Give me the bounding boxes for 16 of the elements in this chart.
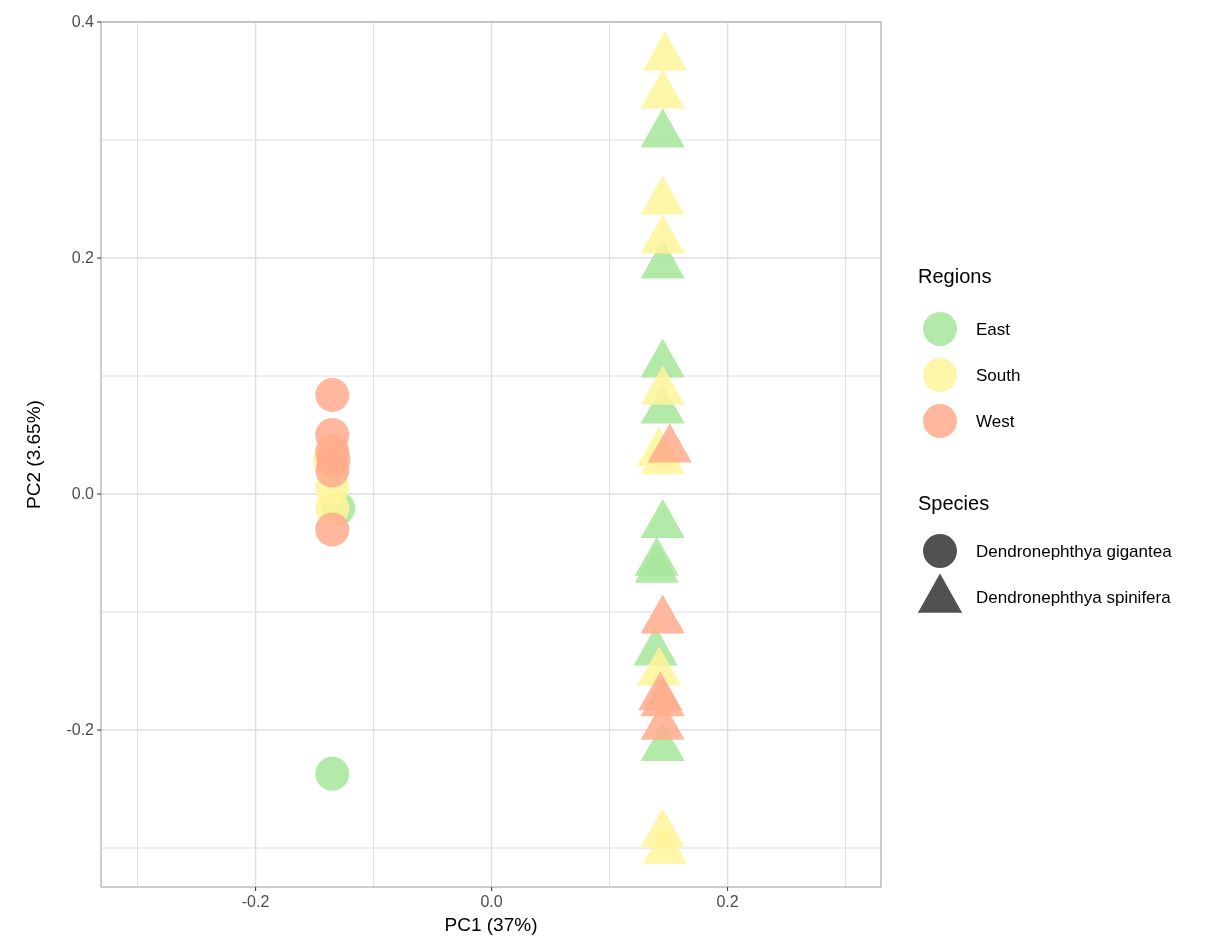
legend-label: East bbox=[976, 320, 1011, 339]
y-tick-label: 0.0 bbox=[71, 485, 95, 503]
text: Dendronephthya spinifera bbox=[976, 588, 1172, 607]
y-tick-label: 0.4 bbox=[71, 13, 95, 30]
y-axis-title: PC2 (3.65%) bbox=[23, 400, 44, 509]
y-tick-label: 0.2 bbox=[71, 249, 95, 267]
text: Dendronephthya gigantea bbox=[976, 542, 1173, 561]
x-tick-label: -0.2 bbox=[241, 893, 270, 910]
x-tick-label: 0.2 bbox=[716, 893, 739, 910]
legend-title: Regions bbox=[918, 265, 992, 287]
x-axis-title: PC1 (37%) bbox=[444, 914, 538, 935]
legend-label: South bbox=[976, 366, 1021, 385]
text: Species bbox=[918, 492, 990, 514]
x-tick-label: 0.0 bbox=[480, 893, 503, 910]
y-tick-label: -0.2 bbox=[66, 721, 95, 739]
legend-label: West bbox=[976, 412, 1015, 431]
